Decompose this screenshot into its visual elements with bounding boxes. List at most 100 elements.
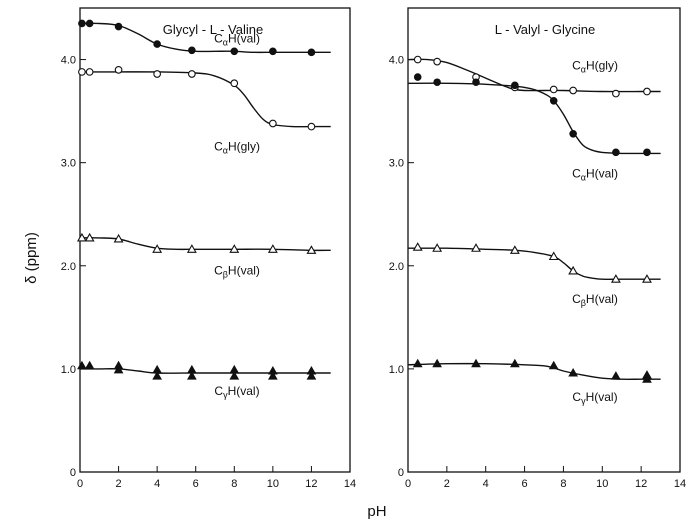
series-chval-point: [77, 360, 87, 370]
x-tick-label: 0: [77, 478, 83, 490]
x-tick-label: 10: [596, 478, 608, 490]
y-tick-label: 2.0: [389, 261, 404, 273]
series-chgly-point: [643, 87, 651, 96]
series-chgly-point: [153, 70, 161, 78]
x-tick-label: 6: [193, 478, 199, 490]
series-chval-point: [413, 73, 422, 81]
panel-title: L - Valyl - Glycine: [495, 22, 595, 37]
series-chval-point: [432, 243, 443, 252]
series-chval-point: [186, 371, 197, 380]
series-chval-point: [229, 244, 240, 253]
x-tick-label: 8: [560, 478, 566, 490]
series-chval-point: [307, 48, 316, 57]
series-chval-point: [610, 274, 621, 283]
y-tick-label: 2.0: [61, 261, 76, 273]
x-tick-label: 4: [154, 478, 160, 490]
series-chval-point: [186, 244, 197, 253]
series-chval-point: [78, 19, 86, 28]
x-tick-label: 6: [522, 478, 528, 490]
series-chval-point: [549, 97, 558, 105]
series-chval-point: [85, 19, 94, 28]
series-chval-point: [612, 148, 620, 157]
series-chval-label: CγH(val): [572, 390, 617, 406]
series-chgly-point: [433, 57, 441, 66]
series-chval: CβH(val): [76, 232, 331, 279]
series-chval-point: [568, 265, 579, 275]
series-chval: CβH(val): [407, 242, 661, 308]
series-chval-point: [229, 371, 240, 380]
series-chval-point: [114, 22, 123, 31]
panel-2: L - Valyl - Glycine 0 2 4 6 8 10 12 14 0 1.0 2.0 3.0…: [389, 7, 686, 490]
series-chval-point: [472, 78, 480, 87]
series-chgly-point: [307, 122, 316, 131]
series-chval-point: [569, 129, 577, 138]
series-chval: CαH(val): [407, 73, 661, 182]
series-chgly: CαH(gly): [407, 55, 661, 98]
series-chval-label: CαH(val): [214, 31, 260, 47]
series-chval-curve: [407, 362, 661, 380]
series-chval-point: [471, 358, 481, 368]
series-chval-point: [509, 358, 520, 368]
series-chgly-label: CαH(gly): [572, 59, 618, 75]
x-tick-label: 4: [483, 478, 489, 490]
series-chval-curve: [407, 82, 661, 155]
series-chval-point: [152, 244, 163, 253]
x-tick-label: 8: [231, 478, 237, 490]
series-chval-point: [113, 364, 124, 374]
series-chgly-point: [188, 70, 196, 78]
plot-frame: [407, 7, 681, 473]
y-axis-title: δ (ppm): [23, 232, 40, 284]
series-chval-point: [412, 242, 423, 251]
y-tick-label: 4.0: [61, 55, 76, 67]
x-tick-label: 14: [344, 478, 356, 490]
series-chgly-point: [269, 119, 277, 128]
y-tick-label: 1.0: [61, 364, 76, 376]
series-chval-point: [611, 371, 621, 380]
series-chgly-point: [413, 55, 422, 64]
y-tick-label: 3.0: [389, 158, 404, 170]
series-chval-point: [548, 360, 559, 370]
series-chval-point: [267, 244, 278, 253]
x-tick-label: 12: [305, 478, 317, 490]
y-tick-label: 4.0: [389, 55, 404, 67]
series-chval-curve: [79, 237, 331, 252]
x-tick-label: 2: [444, 478, 450, 490]
series-chval-label: CγH(val): [214, 384, 259, 400]
series-chval-point: [471, 243, 481, 252]
series-chval-point: [113, 233, 124, 243]
series-chval-point: [84, 232, 95, 242]
series-chval-point: [433, 78, 441, 87]
series-chval-label: CβH(val): [572, 292, 618, 308]
series-chgly-point: [549, 85, 558, 94]
series-chgly-label: CαH(gly): [214, 140, 260, 156]
series-chgly-point: [230, 79, 239, 88]
series-chval-point: [153, 40, 161, 48]
series-chgly-point: [78, 68, 86, 76]
series-chgly-point: [569, 86, 577, 95]
series-chval: CαH(val): [78, 19, 331, 57]
series-chval-point: [642, 274, 652, 283]
y-tick-label: 3.0: [61, 158, 76, 170]
series-chval: CγH(val): [407, 358, 661, 406]
x-tick-label: 0: [405, 478, 411, 490]
series-chgly: CαH(gly): [78, 66, 331, 156]
x-axis-title: pH: [367, 503, 386, 520]
series-chval-label: CαH(val): [572, 166, 618, 182]
series-chval-point: [412, 358, 423, 368]
series-chval-curve: [407, 247, 661, 280]
series-chgly-point: [114, 66, 123, 74]
series-chval-point: [267, 371, 278, 380]
series-chval-point: [230, 47, 239, 56]
panel-1: Glycyl - L - Valine 0 2 4 6 8 10 12 14 0 1.0 2.0 3.0…: [61, 7, 356, 490]
x-tick-label: 12: [635, 478, 647, 490]
series-chval-point: [306, 371, 317, 380]
series-chval-point: [188, 46, 196, 55]
series-chval-point: [568, 368, 579, 377]
series-chval-point: [306, 245, 317, 254]
y-tick-label: 0: [398, 467, 404, 479]
series-chgly-point: [85, 68, 94, 76]
series-chgly-point: [612, 89, 620, 98]
series-chval-point: [509, 245, 520, 254]
